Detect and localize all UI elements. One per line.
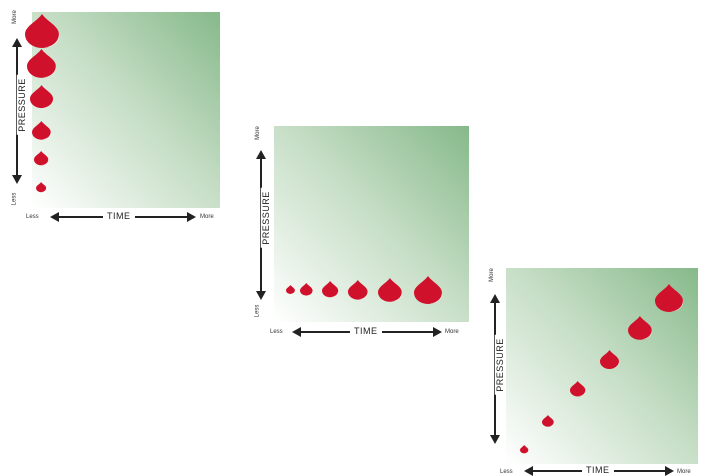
drop-body xyxy=(519,444,529,454)
drop-marker xyxy=(570,381,586,397)
drop-highlight xyxy=(359,290,368,299)
y-more-label-2: More xyxy=(254,126,261,140)
drop-body xyxy=(541,414,554,427)
chart-panel-2: More PRESSURE Less Less TIME More xyxy=(252,120,477,345)
drop-body xyxy=(29,85,54,109)
x-more-label-2: More xyxy=(445,329,459,335)
chart-panel-3: More PRESSURE Less TIME More xyxy=(486,262,701,476)
drop-highlight xyxy=(611,359,620,369)
drop-highlight xyxy=(578,389,586,397)
x-axis-label-2: TIME xyxy=(350,326,382,336)
drop-marker xyxy=(628,315,653,340)
drop-marker xyxy=(414,275,443,304)
y-more-label-3: More xyxy=(488,268,495,282)
drop-marker xyxy=(285,285,295,295)
x-less-label-1: Less xyxy=(26,214,39,220)
drop-marker xyxy=(519,444,529,454)
drop-highlight xyxy=(641,328,653,339)
drop-highlight xyxy=(307,289,313,296)
y-more-label-1: More xyxy=(11,10,18,24)
drop-highlight xyxy=(331,289,339,298)
drop-marker xyxy=(377,277,402,302)
x-less-label-3: Less xyxy=(500,469,513,475)
drop-body xyxy=(36,182,47,193)
drop-highlight xyxy=(43,97,54,108)
drop-highlight xyxy=(42,158,49,165)
drop-body xyxy=(600,349,620,369)
y-less-label-2: Less xyxy=(254,304,261,318)
drop-marker xyxy=(600,349,620,369)
drop-body xyxy=(347,279,368,300)
drop-body xyxy=(34,150,49,165)
drop-body xyxy=(32,120,51,140)
drop-body xyxy=(322,281,339,298)
drop-body xyxy=(414,275,442,304)
drop-body xyxy=(285,285,295,295)
x-axis-label-3: TIME xyxy=(582,465,614,475)
drop-body xyxy=(570,381,586,397)
drop-marker xyxy=(34,150,49,165)
drop-highlight xyxy=(391,290,402,301)
drop-marker xyxy=(347,279,368,300)
drop-marker xyxy=(27,49,57,79)
drop-body xyxy=(27,49,56,79)
drop-body xyxy=(24,13,59,48)
drop-marker xyxy=(654,283,683,312)
drop-body xyxy=(377,277,402,302)
drop-highlight xyxy=(524,449,529,453)
drop-marker xyxy=(29,85,54,109)
drop-marker xyxy=(300,283,313,296)
drop-highlight xyxy=(670,298,683,311)
drop-highlight xyxy=(548,421,554,427)
drop-marker xyxy=(32,120,51,140)
drop-marker xyxy=(541,414,554,427)
drop-highlight xyxy=(430,290,443,303)
drop-marker xyxy=(24,13,59,48)
x-more-label-3: More xyxy=(677,469,691,475)
drop-marker xyxy=(36,182,47,193)
drop-highlight xyxy=(291,289,295,294)
drop-highlight xyxy=(44,31,59,47)
drop-highlight xyxy=(42,187,47,193)
y-axis-label-3: PRESSURE xyxy=(494,335,505,395)
drop-body xyxy=(654,283,683,312)
x-more-label-1: More xyxy=(200,214,214,220)
x-less-label-2: Less xyxy=(270,329,283,335)
plot-area-1 xyxy=(32,12,220,208)
x-axis-label-1: TIME xyxy=(103,211,135,221)
chart-panel-1: More PRESSURE Less Less TIME More xyxy=(0,0,230,225)
drop-highlight xyxy=(42,130,51,139)
y-axis-label-2: PRESSURE xyxy=(260,188,271,248)
y-axis-label-1: PRESSURE xyxy=(16,75,27,135)
drop-marker xyxy=(322,281,339,298)
y-less-label-1: Less xyxy=(11,192,18,206)
drop-body xyxy=(628,315,652,340)
drop-highlight xyxy=(43,64,57,78)
drop-body xyxy=(300,283,313,296)
